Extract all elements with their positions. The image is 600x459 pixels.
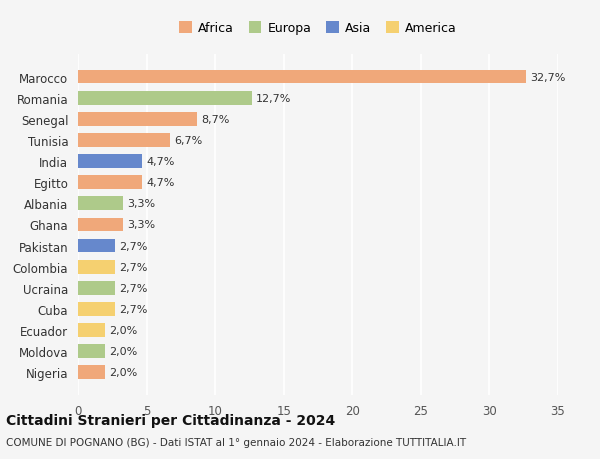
Bar xyxy=(78,112,197,126)
Text: 2,7%: 2,7% xyxy=(119,262,148,272)
Bar xyxy=(78,345,106,358)
Bar xyxy=(78,239,115,253)
Text: 12,7%: 12,7% xyxy=(256,94,292,103)
Bar xyxy=(78,134,170,147)
Text: 2,7%: 2,7% xyxy=(119,241,148,251)
Bar xyxy=(78,366,106,379)
Text: 32,7%: 32,7% xyxy=(530,73,566,82)
Bar xyxy=(78,197,123,211)
Text: 2,7%: 2,7% xyxy=(119,283,148,293)
Text: Cittadini Stranieri per Cittadinanza - 2024: Cittadini Stranieri per Cittadinanza - 2… xyxy=(6,414,335,428)
Bar xyxy=(78,71,526,84)
Text: 2,7%: 2,7% xyxy=(119,304,148,314)
Text: 2,0%: 2,0% xyxy=(110,325,138,335)
Text: 8,7%: 8,7% xyxy=(202,115,230,124)
Bar xyxy=(78,260,115,274)
Bar xyxy=(78,176,142,190)
Text: 3,3%: 3,3% xyxy=(127,220,155,230)
Text: 6,7%: 6,7% xyxy=(174,135,202,146)
Text: COMUNE DI POGNANO (BG) - Dati ISTAT al 1° gennaio 2024 - Elaborazione TUTTITALIA: COMUNE DI POGNANO (BG) - Dati ISTAT al 1… xyxy=(6,437,466,447)
Text: 3,3%: 3,3% xyxy=(127,199,155,209)
Bar xyxy=(78,281,115,295)
Bar xyxy=(78,155,142,168)
Bar xyxy=(78,218,123,232)
Text: 4,7%: 4,7% xyxy=(146,157,175,167)
Bar xyxy=(78,92,252,105)
Legend: Africa, Europa, Asia, America: Africa, Europa, Asia, America xyxy=(174,17,462,40)
Bar xyxy=(78,302,115,316)
Bar xyxy=(78,324,106,337)
Text: 2,0%: 2,0% xyxy=(110,347,138,356)
Text: 2,0%: 2,0% xyxy=(110,368,138,377)
Text: 4,7%: 4,7% xyxy=(146,178,175,188)
